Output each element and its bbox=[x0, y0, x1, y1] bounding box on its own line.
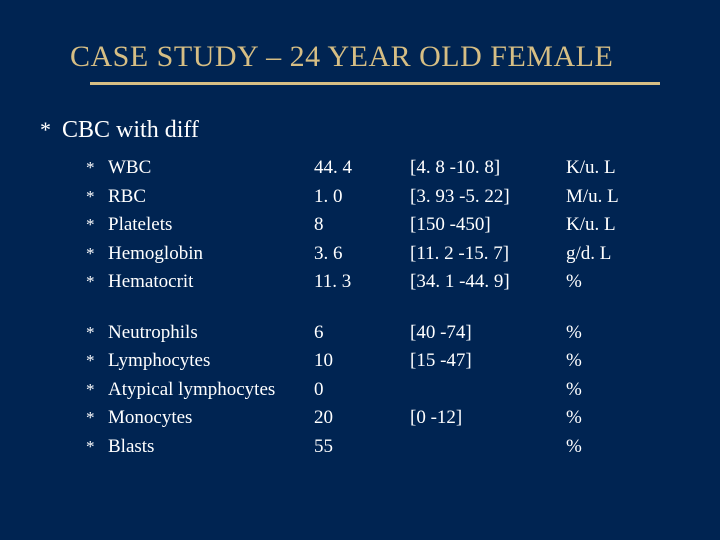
cbc-group-1: * WBC 44. 4 [4. 8 -10. 8] K/u. L * RBC 1… bbox=[40, 154, 680, 297]
table-row: * Atypical lymphocytes 0 % bbox=[40, 376, 680, 405]
analyte-unit: % bbox=[548, 433, 638, 462]
title-underline bbox=[90, 82, 660, 85]
asterisk-icon: * bbox=[86, 184, 108, 210]
slide-title: CASE STUDY – 24 YEAR OLD FEMALE bbox=[70, 40, 680, 74]
table-row: * Neutrophils 6 [40 -74] % bbox=[40, 319, 680, 348]
asterisk-icon: * bbox=[86, 241, 108, 267]
table-row: * WBC 44. 4 [4. 8 -10. 8] K/u. L bbox=[40, 154, 680, 183]
analyte-range: [3. 93 -5. 22] bbox=[404, 183, 548, 212]
analyte-unit: % bbox=[548, 347, 638, 376]
asterisk-icon: * bbox=[86, 434, 108, 460]
table-row: * Platelets 8 [150 -450] K/u. L bbox=[40, 211, 680, 240]
analyte-unit: % bbox=[548, 376, 638, 405]
analyte-value: 20 bbox=[308, 404, 404, 433]
analyte-value: 10 bbox=[308, 347, 404, 376]
asterisk-icon: * bbox=[86, 212, 108, 238]
table-row: * Hemoglobin 3. 6 [11. 2 -15. 7] g/d. L bbox=[40, 240, 680, 269]
title-area: CASE STUDY – 24 YEAR OLD FEMALE bbox=[0, 0, 720, 99]
analyte-name: Lymphocytes bbox=[108, 347, 308, 376]
asterisk-icon: * bbox=[86, 377, 108, 403]
table-row: * Lymphocytes 10 [15 -47] % bbox=[40, 347, 680, 376]
asterisk-icon: * bbox=[86, 320, 108, 346]
analyte-value: 44. 4 bbox=[308, 154, 404, 183]
analyte-name: Neutrophils bbox=[108, 319, 308, 348]
analyte-value: 55 bbox=[308, 433, 404, 462]
table-row: * Monocytes 20 [0 -12] % bbox=[40, 404, 680, 433]
analyte-value: 8 bbox=[308, 211, 404, 240]
analyte-name: Hemoglobin bbox=[108, 240, 308, 269]
analyte-name: RBC bbox=[108, 183, 308, 212]
analyte-unit: % bbox=[548, 268, 638, 297]
heading-row: * CBC with diff bbox=[40, 117, 680, 144]
asterisk-icon: * bbox=[86, 348, 108, 374]
analyte-unit: g/d. L bbox=[548, 240, 638, 269]
table-row: * RBC 1. 0 [3. 93 -5. 22] M/u. L bbox=[40, 183, 680, 212]
analyte-value: 3. 6 bbox=[308, 240, 404, 269]
asterisk-icon: * bbox=[86, 269, 108, 295]
analyte-unit: K/u. L bbox=[548, 211, 638, 240]
analyte-value: 6 bbox=[308, 319, 404, 348]
heading-text: CBC with diff bbox=[62, 117, 199, 144]
table-row: * Hematocrit 11. 3 [34. 1 -44. 9] % bbox=[40, 268, 680, 297]
cbc-group-2: * Neutrophils 6 [40 -74] % * Lymphocytes… bbox=[40, 319, 680, 462]
table-row: * Blasts 55 % bbox=[40, 433, 680, 462]
content: * CBC with diff * WBC 44. 4 [4. 8 -10. 8… bbox=[0, 99, 720, 461]
analyte-name: Platelets bbox=[108, 211, 308, 240]
analyte-unit: % bbox=[548, 319, 638, 348]
analyte-value: 1. 0 bbox=[308, 183, 404, 212]
analyte-unit: M/u. L bbox=[548, 183, 638, 212]
analyte-range: [11. 2 -15. 7] bbox=[404, 240, 548, 269]
analyte-name: WBC bbox=[108, 154, 308, 183]
asterisk-icon: * bbox=[86, 405, 108, 431]
analyte-range: [34. 1 -44. 9] bbox=[404, 268, 548, 297]
analyte-range: [4. 8 -10. 8] bbox=[404, 154, 548, 183]
asterisk-icon: * bbox=[86, 155, 108, 181]
analyte-unit: K/u. L bbox=[548, 154, 638, 183]
slide: CASE STUDY – 24 YEAR OLD FEMALE * CBC wi… bbox=[0, 0, 720, 540]
analyte-range: [40 -74] bbox=[404, 319, 548, 348]
analyte-unit: % bbox=[548, 404, 638, 433]
analyte-range: [15 -47] bbox=[404, 347, 548, 376]
analyte-name: Blasts bbox=[108, 433, 308, 462]
analyte-range: [0 -12] bbox=[404, 404, 548, 433]
analyte-name: Hematocrit bbox=[108, 268, 308, 297]
asterisk-icon: * bbox=[40, 117, 62, 143]
analyte-value: 0 bbox=[308, 376, 404, 405]
analyte-name: Monocytes bbox=[108, 404, 308, 433]
analyte-range: [150 -450] bbox=[404, 211, 548, 240]
analyte-value: 11. 3 bbox=[308, 268, 404, 297]
analyte-name: Atypical lymphocytes bbox=[108, 376, 308, 405]
